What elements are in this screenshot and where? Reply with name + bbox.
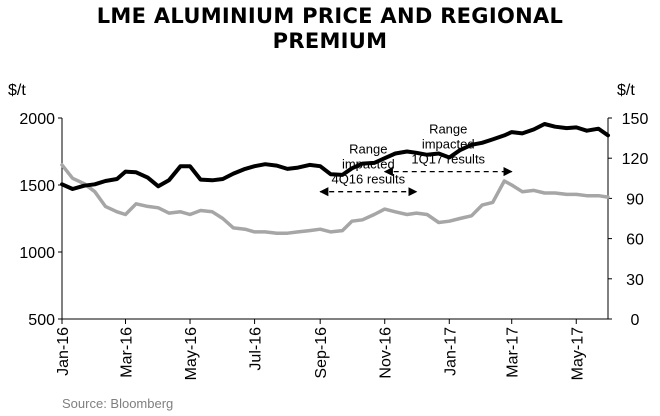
ticks: 500 1000 1500 2000 0 30 60 90 120 150 Jan-16 Mar-16… bbox=[19, 111, 648, 380]
y-right-tick-label: 90 bbox=[626, 191, 644, 208]
series-group bbox=[60, 122, 610, 235]
chart-title-line-1: LME ALUMINIUM PRICE AND REGIONAL bbox=[96, 4, 564, 28]
y-left-tick-label: 1000 bbox=[19, 245, 55, 262]
annotation-label-line: impacted bbox=[422, 137, 475, 152]
annotation-label-line: 4Q16 results bbox=[331, 172, 405, 187]
annotation-label-line: Range bbox=[349, 142, 387, 157]
axes: $/t $/t bbox=[8, 82, 635, 320]
series-lme-price-line bbox=[60, 122, 610, 191]
y-right-tick-label: 30 bbox=[626, 272, 644, 289]
source-note: Source: Bloomberg bbox=[62, 396, 174, 411]
y-axis-right-label: $/t bbox=[617, 82, 635, 99]
y-right-tick-label: 120 bbox=[622, 151, 649, 168]
x-tick-label: Jul-16 bbox=[248, 327, 265, 371]
x-tick-label: Mar-17 bbox=[505, 327, 522, 378]
x-tick-label: May-16 bbox=[183, 327, 200, 380]
y-left-tick-label: 1500 bbox=[19, 178, 55, 195]
annotation-label-line: impacted bbox=[342, 157, 395, 172]
x-tick-label: Jan-17 bbox=[442, 327, 459, 376]
x-tick-label: May-17 bbox=[569, 327, 586, 380]
y-left-tick-label: 500 bbox=[28, 312, 55, 329]
chart-title: LME ALUMINIUM PRICE AND REGIONAL PREMIUM bbox=[0, 4, 660, 54]
annotation-label-line: Range bbox=[429, 122, 467, 137]
chart-title-line-2: PREMIUM bbox=[272, 29, 388, 53]
y-right-tick-label: 0 bbox=[631, 312, 640, 329]
y-right-tick-label: 150 bbox=[622, 111, 649, 128]
x-tick-label: Mar-16 bbox=[118, 327, 135, 378]
x-tick-label: Jan-16 bbox=[55, 327, 72, 376]
x-tick-label: Sep-16 bbox=[313, 327, 330, 379]
series-premium-line bbox=[60, 163, 610, 235]
annotation-label-line: 1Q17 results bbox=[411, 152, 485, 167]
y-left-tick-label: 2000 bbox=[19, 111, 55, 128]
y-axis-left-label: $/t bbox=[8, 82, 26, 99]
y-right-tick-label: 60 bbox=[626, 232, 644, 249]
x-tick-label: Nov-16 bbox=[378, 327, 395, 379]
